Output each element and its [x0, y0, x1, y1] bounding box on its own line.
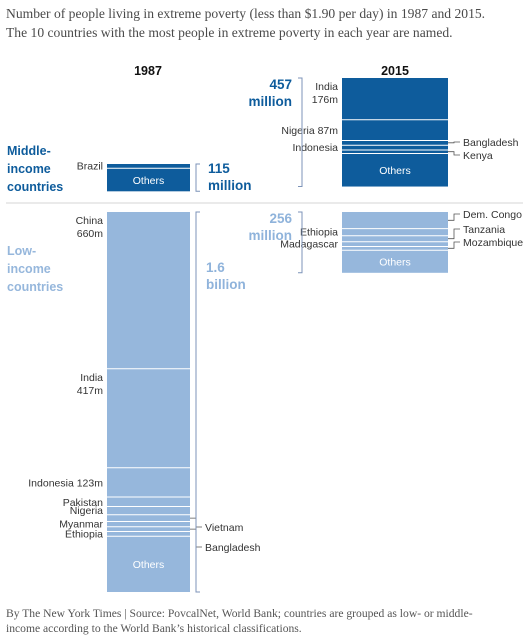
chart-caption: Number of people living in extreme pover…: [6, 4, 524, 42]
stack-1987-low-label-vietnam: Vietnam: [205, 522, 244, 534]
stack-2015-middle-segment-indonesia: [342, 145, 448, 150]
stack-1987-low-segment-bangladesh: [107, 526, 190, 532]
stack-2015-low-segment-tanzania: [342, 235, 448, 242]
year-label-2015: 2015: [381, 64, 409, 78]
stack-1987-low-bracket: [195, 211, 200, 593]
stack-1987-low-label-indonesia-123m: Indonesia 123m: [28, 477, 103, 489]
low-income-group-label-2: income: [7, 262, 51, 276]
stack-1987-middle-bracket: [195, 163, 200, 192]
stack-2015-low-segment-mozambique: [342, 246, 448, 251]
caption-line-2: The 10 countries with the most people in…: [6, 25, 453, 40]
middle-income-group-label-3: countries: [7, 180, 63, 194]
stack-1987-low-segment-india-417m: [107, 368, 190, 468]
stack-1987-low-label-bangladesh: Bangladesh: [205, 542, 261, 554]
stack-2015-low-label-mozambique: Mozambique: [463, 237, 523, 249]
stack-2015-low-label-others: Others: [379, 257, 411, 269]
stack-2015-low-leader-tanzania: [448, 228, 460, 240]
stack-2015-low-segment-dem-congo: [342, 212, 448, 229]
stack-2015-middle-total-value: 457: [269, 77, 292, 92]
stack-2015-low-segment-others: [342, 250, 448, 273]
stack-2015-low-total-unit: million: [249, 228, 293, 243]
stack-1987-middle-label-brazil: Brazil: [77, 161, 103, 173]
stack-2015-middle-segment-kenya: [342, 149, 448, 154]
stack-1987-low-label-china-660m-line-2: 660m: [77, 228, 104, 240]
stack-2015-middle-bracket: [298, 77, 303, 187]
stack-2015-middle-label-india-176m-line-2: 176m: [312, 94, 339, 106]
stack-2015-low-label-madagascar: Madagascar: [280, 239, 338, 251]
stack-1987-low-segment-pakistan: [107, 497, 190, 507]
stack-2015-middle-label-nigeria-87m: Nigeria 87m: [281, 125, 338, 137]
stack-2015-middle-label-indonesia: Indonesia: [292, 142, 338, 154]
stack-1987-middle-total-unit: million: [208, 178, 252, 193]
stack-1987-low-label-china-660m-line-1: China: [76, 215, 104, 227]
stack-1987-low-segment-nigeria: [107, 506, 190, 515]
year-label-1987: 1987: [134, 64, 162, 78]
stack-1987-middle-segment-brazil: [107, 164, 190, 169]
stack-2015-middle-segment-india-176m: [342, 78, 448, 120]
stack-1987-low-segment-others: [107, 536, 190, 592]
chart-footer: By The New York Times | Source: PovcalNe…: [6, 606, 524, 636]
stack-1987-middle-total-value: 115: [208, 161, 230, 176]
stack-2015-middle-segment-bangladesh: [342, 140, 448, 146]
stack-2015-middle-segment-others: [342, 153, 448, 187]
stack-1987-low-label-others: Others: [133, 559, 165, 571]
stack-2015-low-label-dem-congo: Dem. Congo: [463, 209, 522, 221]
stack-1987-low-label-myanmar: Myanmar: [59, 519, 103, 531]
poverty-stacked-bar-chart: 1987 2015 Middle-income countries Low-income…: [6, 64, 523, 593]
stack-2015-low-segment-ethiopia: [342, 228, 448, 236]
stack-2015-middle-label-kenya: Kenya: [463, 150, 493, 162]
stack-2015-low-leader-mozambique: [448, 241, 460, 249]
stack-2015-middle-label-india-176m-line-1: India: [315, 81, 338, 93]
stack-1987-low-label-india-417m-line-2: 417m: [77, 385, 104, 397]
stack-2015-middle-leader-bangladesh: [448, 141, 460, 144]
stack-2015-middle-segment-nigeria-87m: [342, 119, 448, 141]
low-income-group-label-1: Low-: [7, 244, 36, 258]
stack-2015-low-bracket: [298, 211, 303, 274]
stack-2015-middle-leader-kenya: [448, 151, 460, 156]
footer-line-2: income according to the World Bank’s his…: [6, 622, 302, 635]
stack-1987-low-label-nigeria: Nigeria: [70, 505, 103, 517]
stack-1987-low-segment-ethiopia: [107, 531, 190, 537]
stack-1987-low-segment-vietnam: [107, 514, 190, 522]
caption-line-1: Number of people living in extreme pover…: [6, 6, 486, 21]
stack-1987-low-label-pakistan: Pakistan: [63, 497, 103, 509]
stack-2015-low-segment-madagascar: [342, 241, 448, 247]
stack-1987-low-total-unit: billion: [206, 277, 246, 292]
stack-1987-low-label-india-417m-line-1: India: [80, 372, 103, 384]
stack-2015-middle-label-others: Others: [379, 165, 411, 177]
stack-1987-middle-segment-others: [107, 168, 190, 192]
stack-1987-middle-label-others: Others: [133, 175, 165, 187]
stack-2015-middle-label-bangladesh: Bangladesh: [463, 137, 519, 149]
stack-2015-middle-total-unit: million: [249, 94, 293, 109]
stack-1987-low-label-ethiopia: Ethiopia: [65, 528, 103, 540]
stack-2015-low-label-ethiopia: Ethiopia: [300, 227, 338, 239]
stack-1987-low-total-value: 1.6: [206, 260, 225, 275]
stack-1987-low-segment-myanmar: [107, 521, 190, 527]
footer-line-1: By The New York Times | Source: PovcalNe…: [6, 607, 473, 620]
middle-income-group-label-1: Middle-: [7, 144, 51, 158]
stack-2015-low-leader-dem-congo: [448, 213, 460, 221]
stack-1987-low-segment-china-660m: [107, 212, 190, 369]
low-income-group-label-3: countries: [7, 280, 63, 294]
middle-income-group-label-2: income: [7, 162, 51, 176]
stack-1987-low-segment-indonesia-123m: [107, 467, 190, 497]
stack-2015-low-label-tanzania: Tanzania: [463, 224, 505, 236]
stack-2015-low-total-value: 256: [269, 211, 292, 226]
